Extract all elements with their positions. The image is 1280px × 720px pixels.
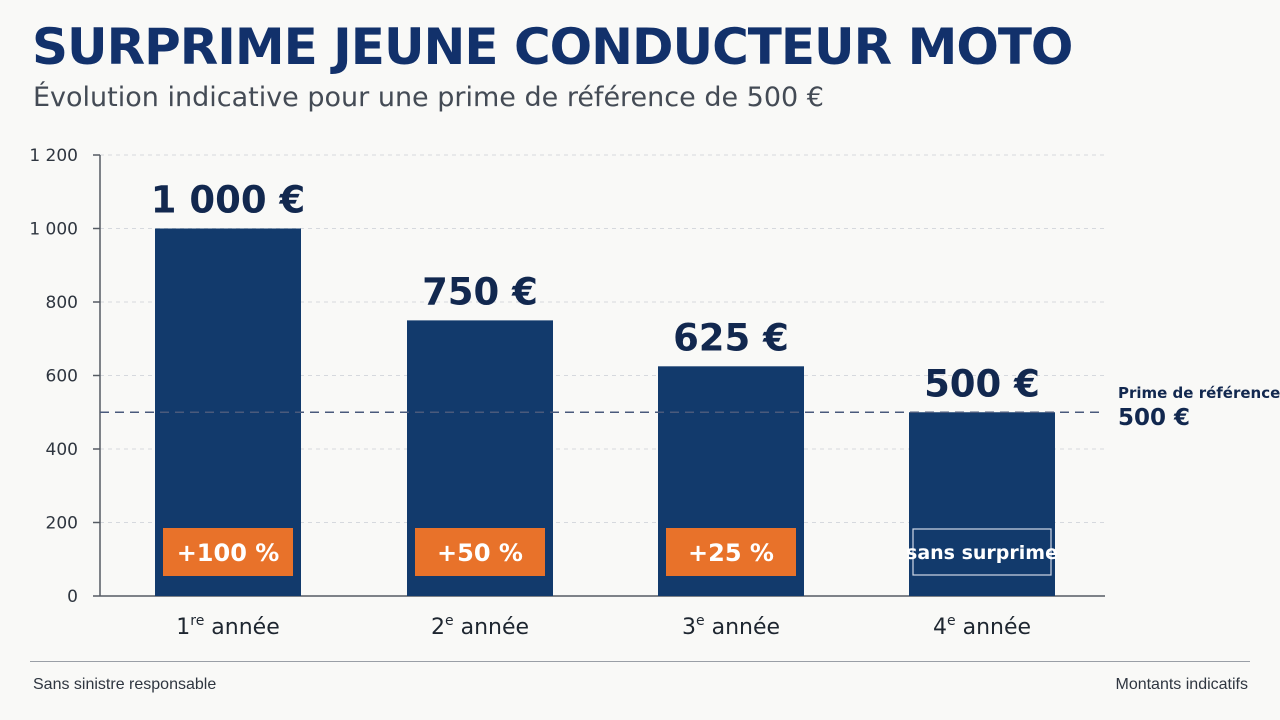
- category-label: 3e année: [682, 613, 780, 640]
- y-tick-label: 200: [46, 514, 78, 534]
- footer-divider: [30, 661, 1250, 662]
- category-label: 4e année: [933, 613, 1031, 640]
- no-surcharge-badge: [912, 528, 1052, 576]
- value-label: 750 €: [422, 270, 538, 313]
- y-tick-label: 1 200: [29, 146, 78, 166]
- surcharge-badge-label: +25 %: [688, 539, 774, 567]
- y-tick-label: 0: [67, 587, 78, 607]
- reference-line-label: Prime de référence :: [1118, 384, 1280, 402]
- no-surcharge-badge-label: sans surprime: [906, 542, 1058, 564]
- surcharge-badge: [415, 528, 545, 576]
- bar: [909, 412, 1055, 596]
- y-tick-label: 800: [46, 293, 78, 313]
- surcharge-badge-label: +50 %: [437, 539, 523, 567]
- surcharge-badge: [163, 528, 293, 576]
- value-label: 625 €: [673, 316, 789, 359]
- footer-note-left: Sans sinistre responsable: [33, 676, 217, 693]
- footer-note-right: Montants indicatifs: [1115, 676, 1248, 693]
- surcharge-badge: [666, 528, 796, 576]
- chart-subtitle: Évolution indicative pour une prime de r…: [33, 82, 824, 113]
- y-tick-label: 1 000: [29, 220, 78, 240]
- y-tick-label: 400: [46, 440, 78, 460]
- value-label: 500 €: [924, 362, 1040, 405]
- y-tick-label: 600: [46, 367, 78, 387]
- category-label: 1re année: [176, 613, 280, 640]
- reference-line-value: 500 €: [1118, 405, 1190, 431]
- surcharge-badge-label: +100 %: [177, 539, 280, 567]
- category-label: 2e année: [431, 613, 529, 640]
- bar-chart: 0 200 400 600 800 1 000 1 200 1 000 € +100 % 1re …: [29, 146, 1280, 640]
- chart-title: SURPRIME JEUNE CONDUCTEUR MOTO: [32, 18, 1073, 76]
- value-label: 1 000 €: [151, 179, 306, 222]
